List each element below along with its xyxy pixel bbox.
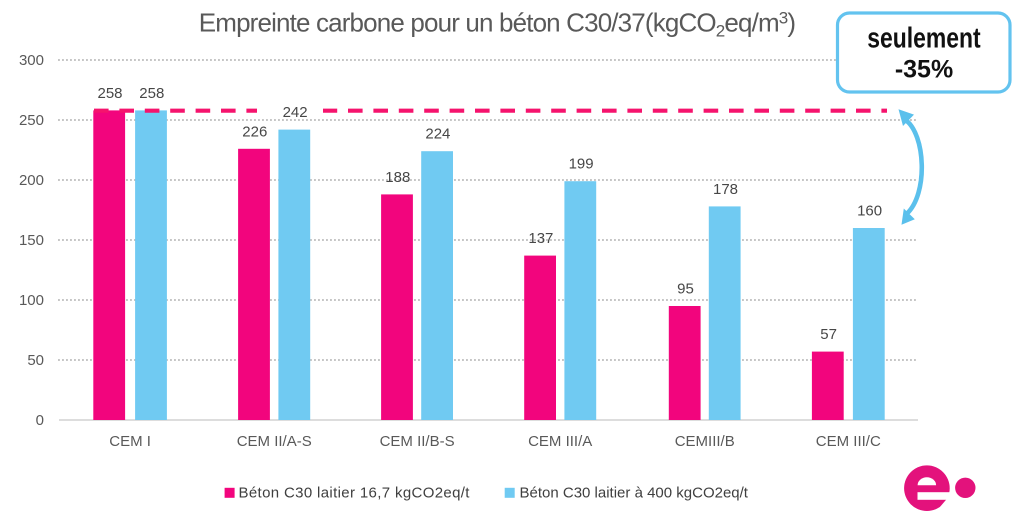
svg-text:150: 150: [19, 232, 44, 249]
svg-text:100: 100: [19, 292, 44, 309]
svg-text:0: 0: [36, 412, 44, 429]
svg-text:Béton C30 laitier à 400 kgCO2e: Béton C30 laitier à 400 kgCO2eq/t: [520, 485, 749, 502]
svg-text:CEM I: CEM I: [109, 433, 151, 450]
svg-text:57: 57: [820, 326, 837, 343]
svg-text:CEM II/A-S: CEM II/A-S: [237, 433, 312, 450]
svg-text:200: 200: [19, 172, 44, 189]
svg-text:300: 300: [19, 52, 44, 69]
svg-text:242: 242: [283, 104, 308, 121]
svg-text:CEM III/A: CEM III/A: [528, 433, 592, 450]
svg-text:CEM II/B-S: CEM II/B-S: [380, 433, 455, 450]
svg-text:258: 258: [97, 85, 122, 102]
svg-text:seulement: seulement: [867, 23, 981, 55]
svg-text:250: 250: [19, 112, 44, 129]
svg-text:CEMIII/B: CEMIII/B: [675, 433, 735, 450]
svg-text:199: 199: [569, 156, 594, 173]
svg-text:178: 178: [713, 181, 738, 198]
svg-text:226: 226: [242, 123, 267, 140]
svg-text:50: 50: [27, 352, 44, 369]
svg-text:224: 224: [425, 126, 450, 143]
svg-text:95: 95: [677, 281, 694, 298]
svg-text:258: 258: [139, 85, 164, 102]
svg-text:Béton C30 laitier 16,7 kgCO2eq: Béton C30 laitier 16,7 kgCO2eq/t: [239, 485, 471, 502]
svg-text:137: 137: [528, 230, 553, 247]
svg-text:Empreinte carbone pour un béto: Empreinte carbone pour un béton C30/37(k…: [199, 7, 796, 40]
svg-text:-35%: -35%: [895, 56, 953, 84]
svg-text:188: 188: [385, 169, 410, 186]
svg-text:160: 160: [857, 203, 882, 220]
svg-text:CEM III/C: CEM III/C: [816, 433, 881, 450]
